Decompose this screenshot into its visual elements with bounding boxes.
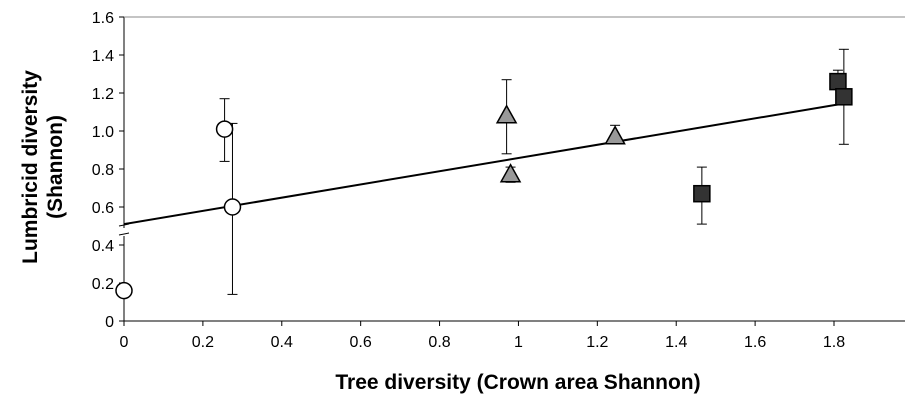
y-tick-label: 1.4 (92, 48, 114, 65)
y-tick-label: 0.4 (92, 238, 114, 255)
x-tick-label: 0.8 (428, 334, 450, 351)
x-tick-label: 1.2 (586, 334, 608, 351)
x-axis-ticks: 0 0.2 0.4 0.6 0.8 1 1.2 1.4 1.6 1.8 (120, 321, 845, 351)
x-tick-label: 0 (120, 334, 129, 351)
y-axis-title-line1: Lumbricid diversity (19, 70, 42, 264)
y-axis-ticks: 0 0.2 0.4 0.6 0.8 1.0 1.2 1.4 1.6 (92, 10, 124, 331)
data-point-square (829, 72, 847, 91)
y-axis-break-mark-lower (118, 232, 130, 236)
trendline-group (123, 101, 850, 226)
plot-frame (118, 16, 905, 322)
y-tick-label: 0.2 (92, 276, 114, 293)
x-tick-label: 1 (514, 334, 523, 351)
error-bars (219, 48, 849, 295)
trendline (123, 101, 850, 226)
data-point-square (835, 88, 853, 106)
y-tick-label: 0 (105, 314, 114, 331)
x-tick-label: 1.4 (665, 334, 687, 351)
data-point-circle (223, 198, 242, 216)
data-point-triangle (604, 125, 626, 145)
y-tick-label: 0.8 (92, 162, 114, 179)
y-tick-label: 1.2 (92, 86, 114, 103)
data-point-circle (115, 281, 133, 300)
data-point-square (693, 184, 711, 203)
data-point-triangle (499, 163, 522, 183)
y-tick-label: 1.6 (92, 10, 114, 27)
data-points (115, 72, 853, 300)
y-axis-title-line2: (Shannon) (44, 115, 67, 219)
data-point-circle (215, 120, 234, 138)
x-axis-title: Tree diversity (Crown area Shannon) (335, 371, 700, 394)
y-tick-label: 1.0 (92, 124, 114, 141)
x-tick-label: 0.6 (350, 334, 372, 351)
x-tick-label: 1.8 (823, 334, 845, 351)
x-tick-label: 1.6 (744, 334, 766, 351)
x-tick-label: 0.4 (271, 334, 293, 351)
x-tick-label: 0.2 (192, 334, 214, 351)
data-point-triangle (495, 104, 518, 124)
y-tick-label: 0.6 (92, 200, 114, 217)
